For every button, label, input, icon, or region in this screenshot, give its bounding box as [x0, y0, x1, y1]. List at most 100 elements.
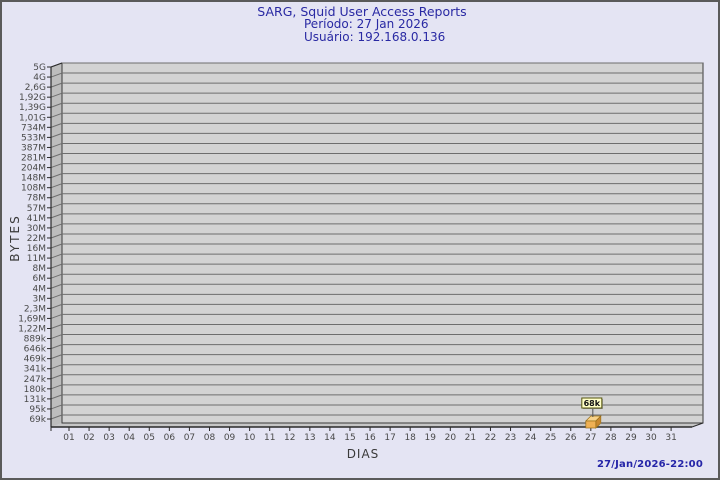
y-tick-label: 2,6G — [25, 83, 46, 93]
x-tick-label: 12 — [284, 433, 295, 443]
wall-diagonal — [50, 82, 63, 88]
y-tick-label: 204M — [21, 164, 46, 174]
wall-diagonal — [50, 394, 63, 400]
y-tick-label: 6M — [33, 274, 47, 284]
y-tick-label: 148M — [21, 174, 46, 184]
x-tick-label: 22 — [485, 433, 496, 443]
x-tick-label: 19 — [425, 433, 437, 443]
y-tick-label: 247k — [24, 375, 47, 385]
x-tick-label: 13 — [304, 433, 315, 443]
wall-diagonal — [50, 102, 63, 108]
x-tick-label: 02 — [83, 433, 94, 443]
bar-front-face — [585, 420, 597, 429]
wall-diagonal — [50, 203, 63, 209]
x-tick-label: 29 — [625, 433, 637, 443]
wall-diagonal — [50, 132, 63, 138]
wall-diagonal — [50, 384, 63, 390]
y-tick-label: 57M — [27, 204, 46, 214]
wall-top-edge — [50, 62, 63, 68]
wall-diagonal — [50, 334, 63, 340]
wall-diagonal — [50, 213, 63, 219]
generation-timestamp: 27/Jan/2026-22:00 — [596, 459, 703, 470]
x-tick-label: 21 — [465, 433, 476, 443]
y-tick-label: 41M — [27, 214, 46, 224]
report-user: Usuário: 192.168.0.136 — [304, 30, 446, 44]
wall-diagonal — [50, 404, 63, 410]
wall-diagonal — [50, 273, 63, 279]
y-tick-label: 95k — [29, 405, 46, 415]
x-tick-label: 24 — [525, 433, 537, 443]
y-tick-label: 3M — [33, 294, 47, 304]
y-tick-label: 2,3M — [24, 304, 46, 314]
wall-diagonal — [50, 72, 63, 78]
x-tick-label: 03 — [103, 433, 114, 443]
wall-diagonal — [50, 364, 63, 370]
wall-diagonal — [50, 223, 63, 229]
wall-diagonal — [50, 324, 63, 329]
wall-diagonal — [50, 112, 63, 118]
x-tick-label: 26 — [565, 433, 577, 443]
y-tick-label: 734M — [21, 123, 46, 133]
y-tick-label: 22M — [27, 234, 46, 244]
x-tick-label: 27 — [585, 433, 596, 443]
y-tick-label: 646k — [24, 345, 47, 355]
wall-diagonal — [50, 293, 63, 299]
x-tick-label: 18 — [404, 433, 416, 443]
x-tick-label: 01 — [63, 433, 74, 443]
x-tick-label: 06 — [164, 433, 176, 443]
value-box — [581, 397, 603, 409]
y-tick-label: 387M — [21, 143, 46, 153]
y-tick-label: 69k — [29, 415, 46, 425]
y-tick-label: 889k — [24, 335, 47, 345]
y-tick-label: 281M — [21, 154, 46, 164]
wall-diagonal — [50, 193, 63, 199]
y-tick-label: 1,92G — [19, 93, 46, 103]
x-tick-label: 30 — [645, 433, 657, 443]
x-tick-label: 07 — [184, 433, 195, 443]
wall-diagonal — [50, 142, 63, 148]
wall-diagonal — [50, 283, 63, 289]
x-tick-label: 23 — [505, 433, 516, 443]
x-tick-label: 16 — [364, 433, 376, 443]
report-period: Período: 27 Jan 2026 — [304, 17, 429, 31]
x-tick-label: 11 — [264, 433, 275, 443]
y-tick-label: 469k — [24, 355, 47, 365]
report-title: SARG, Squid User Access Reports — [257, 4, 467, 19]
value-label: 68k — [584, 399, 601, 408]
wall-diagonal — [50, 122, 63, 128]
y-tick-label: 341k — [24, 365, 47, 375]
x-tick-label: 05 — [144, 433, 155, 443]
wall-diagonal — [50, 354, 63, 360]
y-tick-label: 1,22M — [18, 324, 46, 334]
x-tick-label: 15 — [344, 433, 355, 443]
x-tick-label: 09 — [224, 433, 236, 443]
wall-diagonal — [50, 263, 63, 269]
wall-diagonal — [50, 233, 63, 239]
x-tick-label: 10 — [244, 433, 256, 443]
y-axis-title: BYTES — [8, 214, 22, 261]
wall-diagonal — [50, 243, 63, 249]
y-tick-label: 533M — [21, 133, 46, 143]
wall-diagonal — [50, 153, 63, 158]
wall-diagonal — [50, 303, 63, 309]
y-tick-label: 4G — [33, 73, 46, 83]
floor — [51, 423, 703, 427]
x-tick-label: 04 — [123, 433, 135, 443]
y-tick-label: 1,69M — [18, 314, 46, 324]
x-tick-label: 17 — [384, 433, 395, 443]
y-tick-label: 11M — [27, 254, 46, 264]
wall-diagonal — [50, 163, 63, 169]
wall-diagonal — [50, 183, 63, 189]
wall-diagonal — [50, 344, 63, 350]
x-tick-label: 08 — [204, 433, 216, 443]
plot-area — [61, 62, 704, 424]
x-tick-label: 14 — [324, 433, 336, 443]
wall-diagonal — [50, 253, 63, 259]
wall-diagonal — [50, 414, 63, 420]
y-tick-label: 16M — [27, 244, 46, 254]
y-tick-label: 8M — [33, 264, 47, 274]
y-tick-label: 30M — [27, 224, 46, 234]
wall-diagonal — [50, 173, 63, 179]
